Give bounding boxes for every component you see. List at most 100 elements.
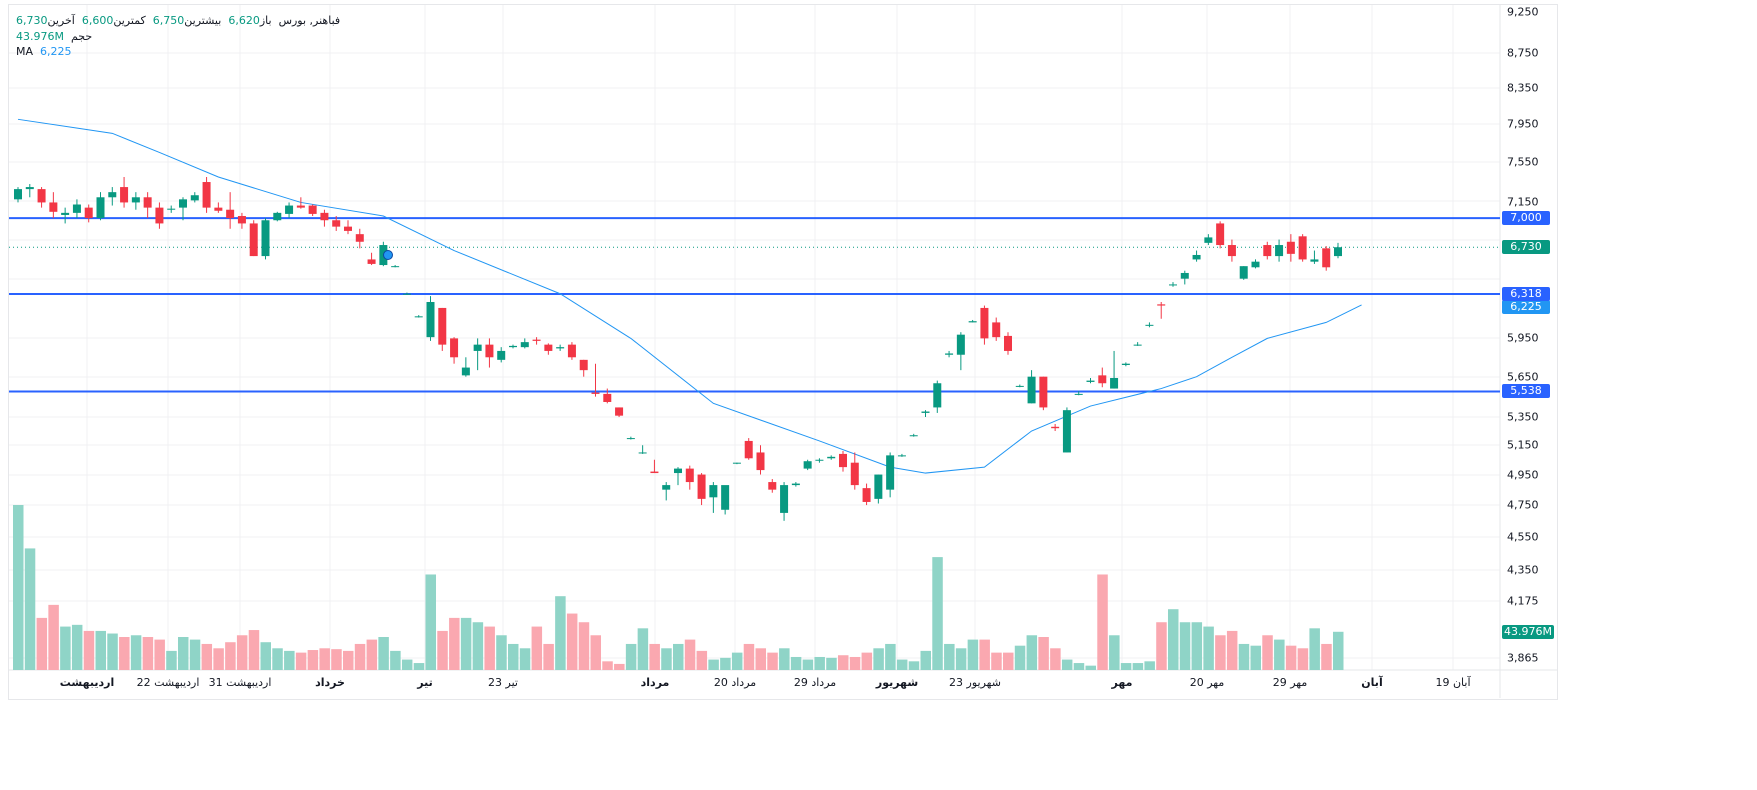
volume-bar	[166, 650, 177, 670]
time-tick-label: 20 مهر	[1189, 676, 1225, 689]
candle-body	[615, 407, 624, 416]
candle-body	[909, 435, 918, 437]
candle-body	[414, 316, 423, 318]
volume-bar	[614, 663, 625, 670]
volume-bar	[955, 648, 967, 670]
open-label: باز	[259, 14, 272, 27]
candle-body	[14, 189, 22, 200]
candle-body	[591, 392, 600, 394]
volume-bar	[908, 661, 920, 670]
ma-price-tag: 6,225	[1502, 299, 1550, 314]
volume-bar	[119, 637, 130, 670]
volume-bar	[1120, 663, 1132, 670]
volume-bar	[496, 635, 507, 670]
volume-bar	[731, 652, 743, 670]
candle-body	[96, 197, 105, 219]
price-tick-label: 5,950	[1507, 331, 1539, 345]
candle-body	[131, 197, 140, 203]
volume-bar	[1297, 648, 1309, 670]
time-tick-label: 31 اردیبهشت	[208, 676, 272, 689]
high-value: 6,750	[152, 14, 185, 27]
open-value: 6,620	[228, 14, 260, 27]
candle-body	[391, 266, 400, 268]
candle-body	[1263, 245, 1272, 257]
volume-bar	[602, 661, 613, 670]
volume-bar	[413, 663, 425, 670]
candle-body	[296, 205, 305, 208]
volume-bar	[236, 635, 248, 670]
candle-body	[37, 189, 46, 203]
candle-body	[344, 226, 352, 231]
volume-bar	[519, 648, 531, 670]
volume-bar	[366, 639, 378, 670]
volume-bar	[767, 652, 778, 670]
volume-bar	[838, 655, 849, 670]
volume-bar	[319, 648, 330, 670]
candle-body	[662, 485, 671, 490]
volume-bar	[154, 639, 165, 670]
candle-body	[402, 293, 411, 295]
volume-bar	[1203, 626, 1214, 670]
candle-body	[721, 485, 730, 510]
volume-bar	[578, 622, 590, 670]
candle-body	[285, 205, 294, 214]
price-tick-label: 3,865	[1507, 651, 1539, 665]
volume-bar	[1132, 663, 1144, 670]
volume-bar	[130, 635, 142, 670]
volume-bar	[401, 659, 413, 670]
volume-bar	[755, 648, 766, 670]
time-tick-label: 23 شهریور	[949, 676, 1001, 689]
volume-bar	[437, 630, 448, 670]
volume-bar	[248, 630, 260, 670]
volume-bar	[449, 617, 460, 670]
candle-body	[556, 347, 565, 349]
volume-bar	[1168, 609, 1179, 670]
candle-body	[1062, 410, 1071, 453]
volume-bar	[543, 643, 554, 670]
candle-body	[638, 452, 647, 454]
candle-body	[426, 301, 435, 338]
volume-bar	[272, 648, 283, 670]
candle-body	[803, 461, 812, 469]
volume-bar	[967, 639, 979, 670]
volume-bar	[531, 626, 543, 670]
volume-bar	[814, 656, 825, 670]
candle-body	[61, 212, 70, 215]
candle-body	[897, 455, 906, 457]
candle-body	[862, 488, 871, 502]
candle-body	[1169, 284, 1177, 286]
low-value: 6,600	[81, 14, 114, 27]
candle-body	[1310, 259, 1319, 262]
candle-body	[214, 207, 223, 211]
candle-body	[709, 485, 718, 498]
candle-body	[1004, 335, 1012, 351]
level-tag: 6,318	[1502, 286, 1550, 301]
candle-body	[933, 383, 942, 408]
candle-body	[1275, 245, 1284, 257]
volume-bar	[460, 617, 472, 670]
volume-bar	[1073, 663, 1085, 670]
level-tag: 5,538	[1502, 384, 1550, 399]
volume-bar	[142, 637, 154, 670]
price-tick-label: 5,350	[1507, 410, 1539, 424]
volume-bar	[566, 613, 578, 670]
volume-bar	[201, 643, 213, 670]
candle-body	[308, 205, 317, 214]
candle-body	[1180, 272, 1189, 279]
volume-bar	[425, 574, 436, 670]
time-tick-label: 22 اردیبهشت	[136, 676, 200, 689]
candle-body	[84, 207, 93, 219]
volume-bar	[83, 630, 95, 670]
volume-bar	[508, 643, 519, 670]
volume-bar	[178, 637, 189, 670]
volume-bar	[71, 624, 83, 670]
candle-body	[1216, 223, 1225, 246]
event-marker-icon	[383, 250, 393, 260]
price-tick-label: 7,550	[1507, 155, 1539, 169]
price-tick-label: 8,350	[1507, 81, 1539, 95]
candle-body	[626, 438, 635, 440]
volume-bar	[720, 657, 731, 670]
candle-body	[674, 468, 682, 474]
ma-value: 6,225	[40, 45, 72, 58]
